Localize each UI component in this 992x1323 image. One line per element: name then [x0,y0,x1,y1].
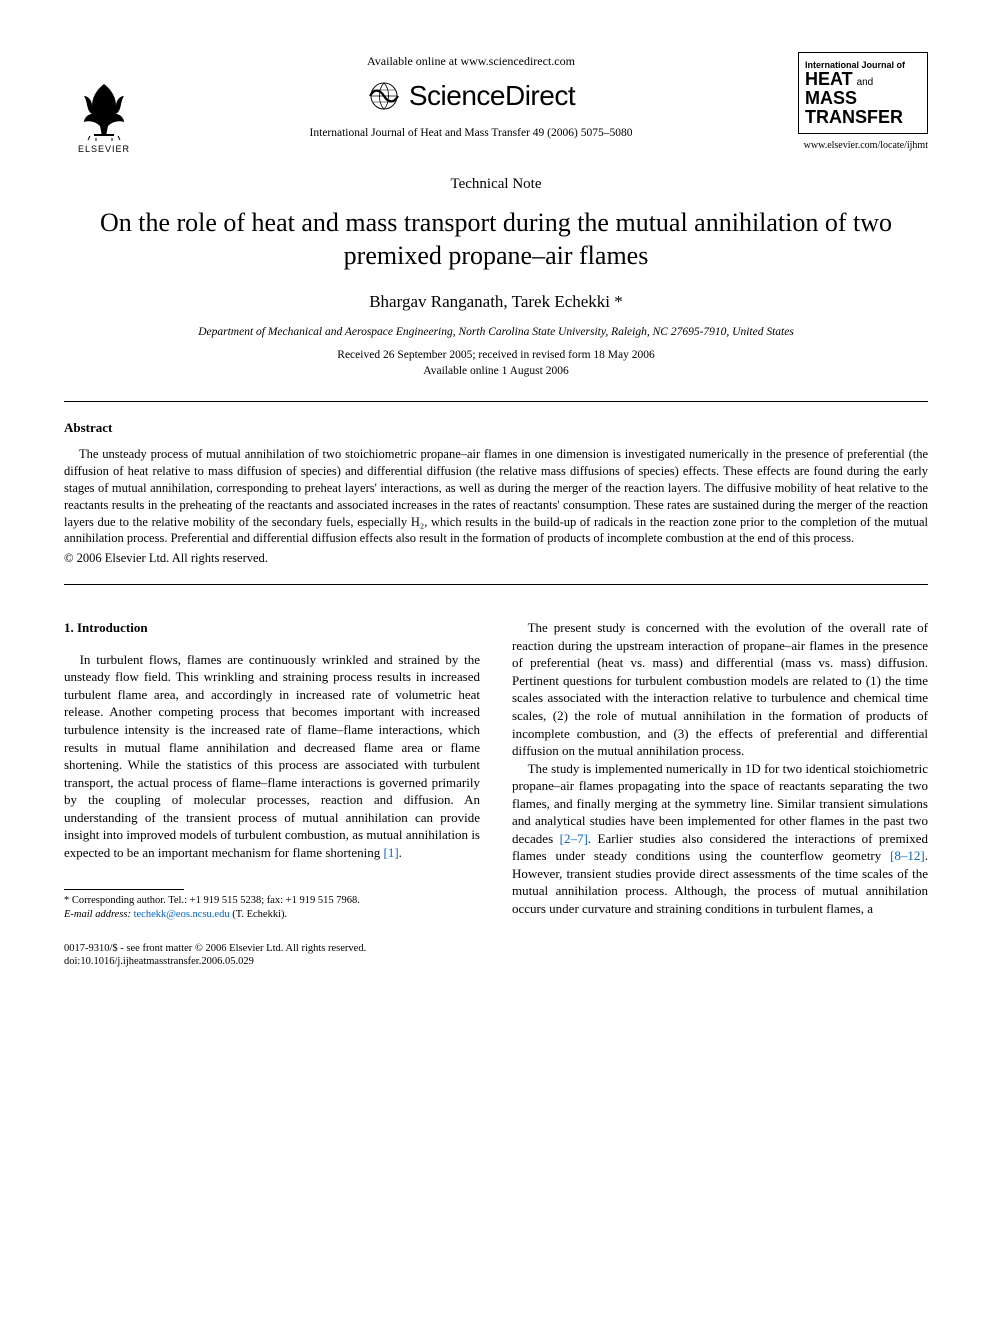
column-right: The present study is concerned with the … [512,619,928,921]
email-suffix: (T. Echekki). [232,909,287,920]
footer-block: 0017-9310/$ - see front matter © 2006 El… [64,942,928,969]
journal-box-transfer: TRANSFER [805,108,921,127]
ref-link-2-7[interactable]: [2–7] [560,831,588,846]
affiliation: Department of Mechanical and Aerospace E… [64,326,928,338]
article-title: On the role of heat and mass transport d… [64,207,928,272]
intro-heading: 1. Introduction [64,619,480,637]
abstract-heading: Abstract [64,420,928,436]
intro-paragraph-1: In turbulent flows, flames are continuou… [64,651,480,862]
email-label: E-mail address: [64,909,131,920]
journal-box-heat: HEAT [805,69,853,89]
available-online-text: Available online at www.sciencedirect.co… [144,54,798,69]
journal-box-inner: International Journal of HEAT and MASS T… [798,52,928,134]
ref-link-8-12[interactable]: [8–12] [890,848,925,863]
center-header: Available online at www.sciencedirect.co… [144,48,798,139]
abstract-block: Abstract The unsteady process of mutual … [64,420,928,566]
rule-bottom [64,584,928,585]
footnote-rule [64,889,184,890]
col1-p1-text: In turbulent flows, flames are continuou… [64,652,480,860]
rule-top [64,401,928,402]
journal-box: International Journal of HEAT and MASS T… [798,48,928,151]
email-link[interactable]: techekk@eos.ncsu.edu [134,909,230,920]
abstract-copyright: © 2006 Elsevier Ltd. All rights reserved… [64,551,928,566]
ref-link-1[interactable]: [1] [383,845,398,860]
col1-p1-end: . [399,845,402,860]
article-dates: Received 26 September 2005; received in … [64,348,928,379]
footnote-block: * Corresponding author. Tel.: +1 919 515… [64,894,480,921]
authors: Bhargav Ranganath, Tarek Echekki * [64,292,928,312]
sciencedirect-text: ScienceDirect [409,80,575,112]
column-left: 1. Introduction In turbulent flows, flam… [64,619,480,921]
body-columns: 1. Introduction In turbulent flows, flam… [64,619,928,921]
header-row: ELSEVIER Available online at www.science… [64,48,928,154]
journal-url: www.elsevier.com/locate/ijhmt [798,140,928,151]
elsevier-label: ELSEVIER [78,144,130,154]
email-line: E-mail address: techekk@eos.ncsu.edu (T.… [64,908,480,922]
col2-paragraph-2: The study is implemented numerically in … [512,760,928,918]
received-date: Received 26 September 2005; received in … [64,348,928,364]
available-date: Available online 1 August 2006 [64,364,928,380]
sciencedirect-logo: ScienceDirect [144,79,798,113]
journal-box-and: and [857,77,874,88]
journal-citation: International Journal of Heat and Mass T… [144,127,798,139]
doi-line: doi:10.1016/j.ijheatmasstransfer.2006.05… [64,955,928,969]
elsevier-tree-icon [74,78,134,142]
journal-box-mass: MASS [805,88,857,108]
col2-paragraph-1: The present study is concerned with the … [512,619,928,759]
sciencedirect-icon [367,79,401,113]
abstract-text: The unsteady process of mutual annihilat… [64,446,928,547]
elsevier-logo-block: ELSEVIER [64,78,144,154]
issn-line: 0017-9310/$ - see front matter © 2006 El… [64,942,928,956]
technical-note-label: Technical Note [64,176,928,193]
corresponding-author: * Corresponding author. Tel.: +1 919 515… [64,894,480,908]
